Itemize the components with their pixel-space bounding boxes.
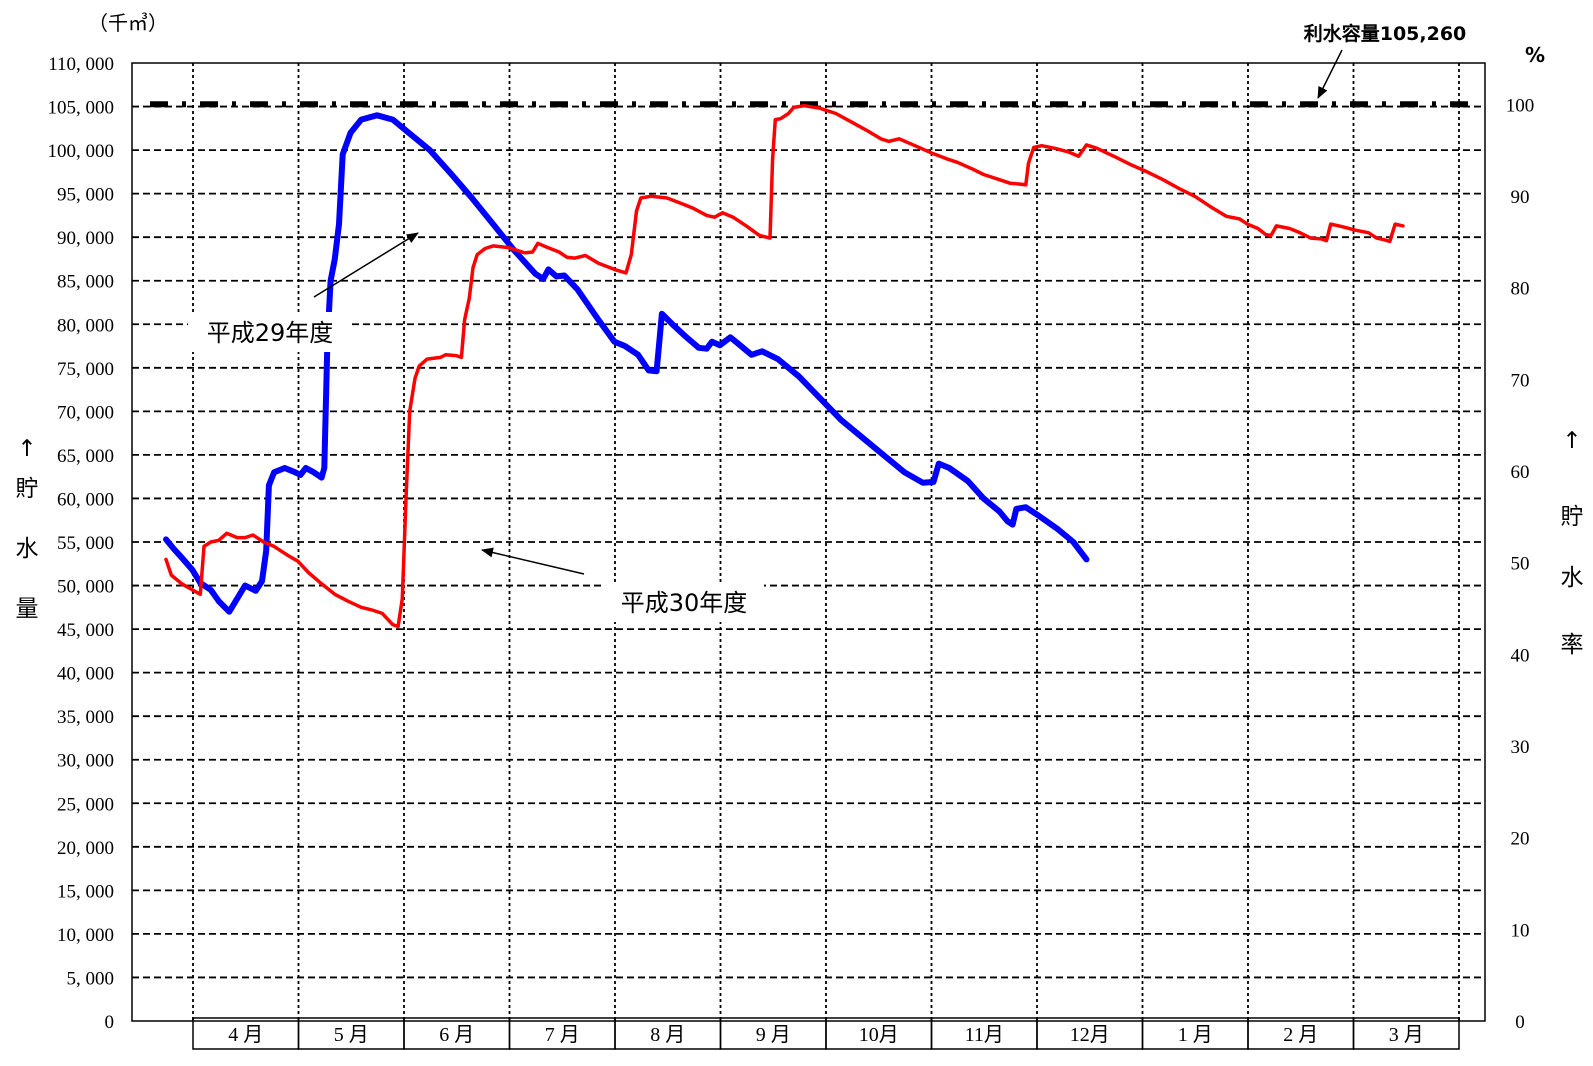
left-tick-label: 110, 000 <box>48 54 114 75</box>
right-axis-title-arrow: ↑ <box>1562 428 1581 454</box>
left-tick-label: 100, 000 <box>48 141 115 162</box>
right-axis-title: ↑ 貯 水 率 <box>1561 428 1584 658</box>
left-tick-label: 15, 000 <box>57 881 114 902</box>
right-axis-title-char: 率 <box>1561 632 1584 658</box>
left-tick-label: 10, 000 <box>57 925 114 946</box>
series-line-h30 <box>164 103 1405 629</box>
left-tick-label: 55, 000 <box>57 533 114 554</box>
month-axis: 4 月 5 月 6 月 7 月 8 月 9 月 10月 11月 12月 1 月 2 月 3 月 <box>192 1017 1460 1050</box>
month-label: 6 月 <box>439 1024 474 1046</box>
right-tick-label: 70 <box>1511 370 1530 391</box>
left-tick-label: 25, 000 <box>57 794 114 815</box>
left-unit-label: （千㎥） <box>88 11 168 35</box>
month-label: 4 月 <box>228 1024 263 1046</box>
left-axis-title-char: 水 <box>16 536 39 562</box>
right-axis-title-char: 貯 <box>1561 504 1584 530</box>
month-label: 9 月 <box>756 1024 791 1046</box>
left-tick-label: 60, 000 <box>57 489 114 510</box>
right-tick-label: 80 <box>1511 279 1530 300</box>
left-tick-label: 90, 000 <box>57 228 114 249</box>
reference-arrow <box>1317 49 1343 99</box>
month-label: 12月 <box>1070 1024 1110 1046</box>
left-tick-label: 70, 000 <box>57 402 114 423</box>
month-label: 11月 <box>965 1024 1004 1046</box>
right-unit-label: % <box>1525 43 1545 67</box>
reference-line-label: 利水容量105,260 <box>1304 22 1467 45</box>
left-tick-label: 75, 000 <box>57 359 114 380</box>
right-axis-ticks: 0 10 20 30 40 50 60 70 80 90 100 <box>1506 95 1535 1033</box>
series-line-h29 <box>163 112 1090 615</box>
left-tick-label: 20, 000 <box>57 838 114 859</box>
h30-annotation: 平成30年度 <box>621 589 748 617</box>
right-tick-label: 10 <box>1511 920 1530 941</box>
right-axis-title-char: 水 <box>1561 565 1584 591</box>
left-tick-label: 40, 000 <box>57 664 114 685</box>
month-cell <box>1352 1017 1460 1050</box>
left-axis-title: ↑ 貯 水 量 <box>16 436 39 622</box>
right-tick-label: 50 <box>1511 554 1530 575</box>
month-label: 8 月 <box>650 1024 685 1046</box>
left-axis-title-char: 量 <box>16 596 39 622</box>
h30-arrow <box>481 547 585 575</box>
left-tick-label: 5, 000 <box>67 968 115 989</box>
left-tick-label: 30, 000 <box>57 751 114 772</box>
right-tick-label: 20 <box>1511 829 1530 850</box>
month-label: 7 月 <box>545 1024 580 1046</box>
left-tick-label: 50, 000 <box>57 577 114 598</box>
month-label: 3 月 <box>1389 1024 1424 1046</box>
left-tick-label: 65, 000 <box>57 446 114 467</box>
month-gridlines <box>192 63 1460 1021</box>
right-tick-label: 60 <box>1511 462 1530 483</box>
right-tick-label: 90 <box>1511 187 1530 208</box>
left-axis-title-arrow: ↑ <box>17 436 36 462</box>
series-layer <box>163 103 1405 629</box>
left-tick-label: 105, 000 <box>48 98 115 119</box>
left-axis-title-char: 貯 <box>16 476 39 502</box>
right-tick-label: 30 <box>1511 737 1530 758</box>
right-tick-label: 40 <box>1511 645 1530 666</box>
left-tick-label: 45, 000 <box>57 620 114 641</box>
left-tick-label: 0 <box>105 1012 115 1033</box>
month-label: 10月 <box>859 1024 899 1046</box>
h30-label-bg <box>602 582 764 622</box>
right-tick-label: 0 <box>1515 1012 1525 1033</box>
right-tick-label: 100 <box>1506 95 1535 116</box>
h29-label-bg <box>188 312 350 352</box>
h29-arrow <box>313 232 419 298</box>
left-tick-label: 35, 000 <box>57 707 114 728</box>
month-label: 2 月 <box>1283 1024 1318 1046</box>
left-axis-ticks: 0 5, 000 10, 000 15, 000 20, 000 25, 000 30, 0… <box>48 54 115 1033</box>
h29-annotation: 平成29年度 <box>207 319 334 347</box>
left-tick-label: 80, 000 <box>57 315 114 336</box>
month-label: 1 月 <box>1178 1024 1213 1046</box>
left-tick-label: 85, 000 <box>57 272 114 293</box>
left-tick-label: 95, 000 <box>57 185 114 206</box>
month-label: 5 月 <box>334 1024 369 1046</box>
